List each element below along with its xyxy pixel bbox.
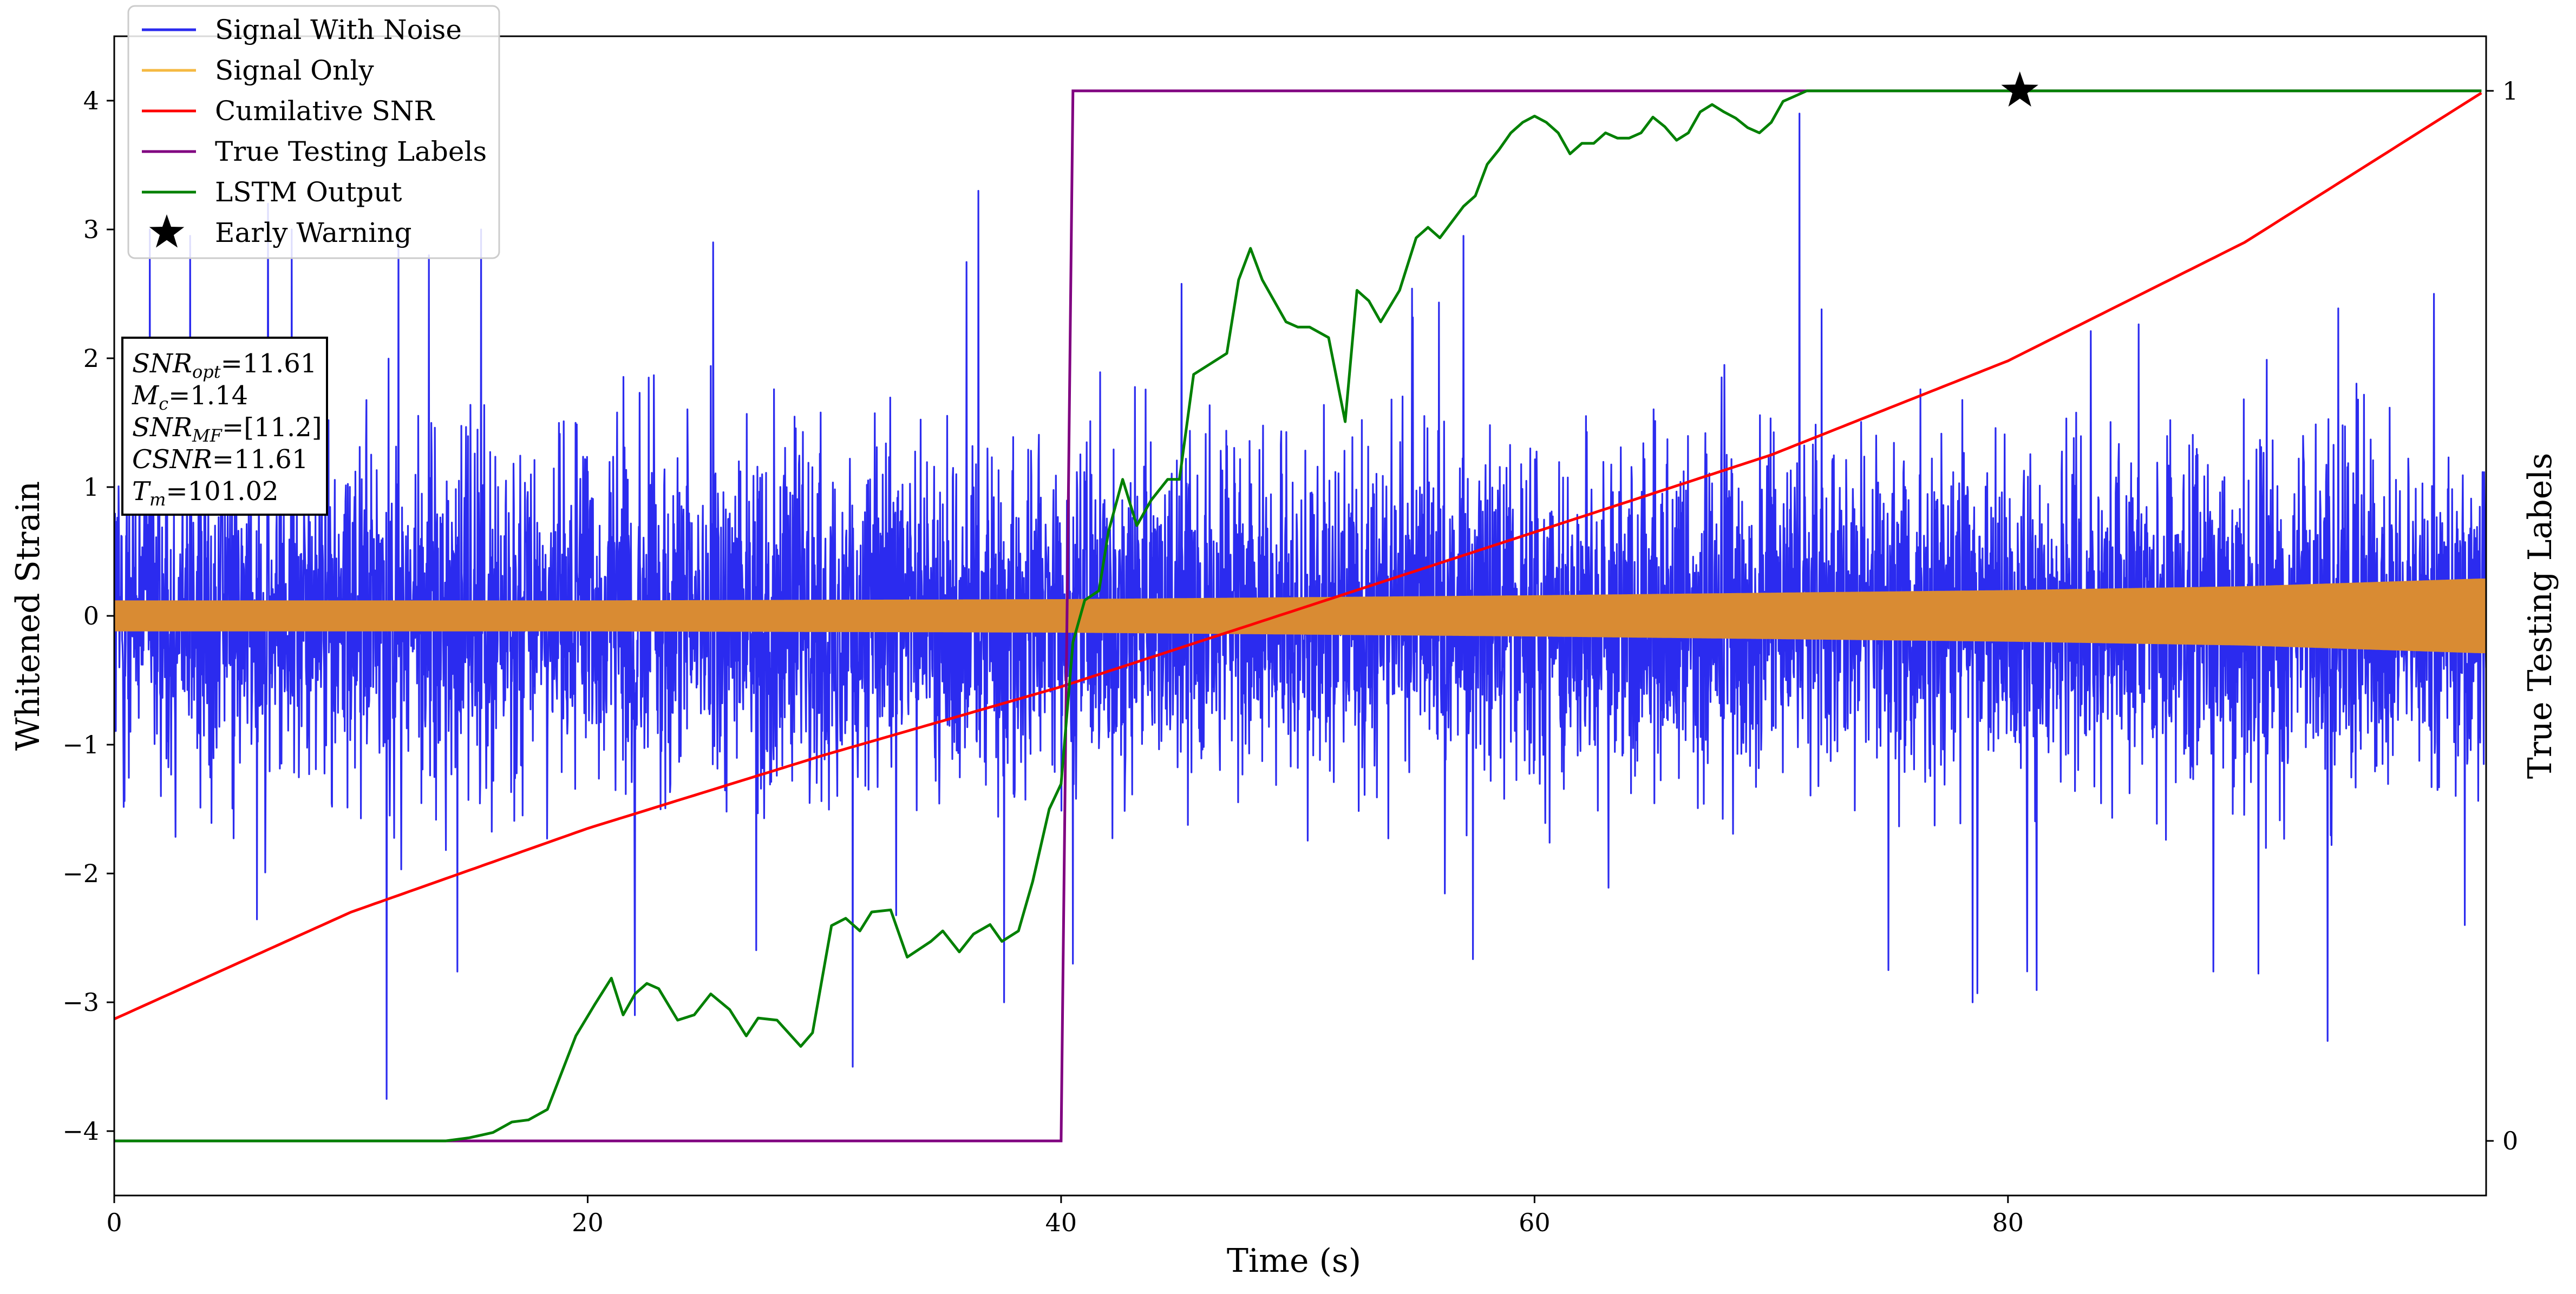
y2-tick-label: 0 (2502, 1126, 2518, 1155)
info-box-line: Tm=101.02 (132, 476, 279, 510)
info-box-line: SNRMF=[11.2] (132, 412, 322, 446)
early-warning-marker (2001, 71, 2038, 107)
y-tick-label: 0 (83, 601, 99, 630)
series-true-testing-labels (114, 89, 2482, 1142)
legend-entry-label: True Testing Labels (215, 136, 487, 167)
y2-tick-label: 1 (2502, 76, 2518, 106)
series-cumilative-snr (114, 91, 2482, 1021)
y-tick-label: 3 (83, 215, 99, 244)
x-tick-label: 20 (572, 1208, 604, 1237)
legend: Signal With Noise Signal Only Cumilative S… (127, 5, 500, 259)
info-box-line: Mc=1.14 (132, 380, 248, 414)
legend-entry-label: Early Warning (215, 217, 412, 248)
series-signal-only (114, 578, 2486, 654)
legend-entry-label: Signal With Noise (215, 14, 462, 45)
y-tick-label: −4 (62, 1116, 99, 1146)
y-tick-label: −1 (62, 730, 99, 759)
info-box-frame (121, 337, 328, 516)
x-axis-label: Time (s) (1227, 1242, 1361, 1280)
x-tick-label: 0 (106, 1208, 122, 1237)
x-axis-ticks: 0 20 40 60 80 (106, 1196, 2024, 1237)
series-lstm-output (114, 89, 2482, 1142)
legend-entry-label: Cumilative SNR (215, 95, 435, 127)
y-tick-label: 4 (83, 86, 99, 115)
y-tick-label: 2 (83, 344, 99, 373)
x-tick-label: 80 (1992, 1208, 2024, 1237)
y-tick-label: 1 (83, 472, 99, 502)
x-tick-label: 60 (1519, 1208, 1551, 1237)
y-tick-label: −3 (62, 988, 99, 1017)
series-signal-with-noise (114, 113, 2486, 1100)
series-layer (114, 89, 2486, 1142)
legend-frame (127, 5, 500, 259)
legend-entry-label: Signal Only (215, 55, 374, 86)
info-box-line: CSNR=11.61 (132, 444, 308, 475)
info-box: SNRopt=11.61Mc=1.14SNRMF=[11.2]CSNR=11.6… (121, 337, 328, 516)
y2-axis-label: True Testing Labels (2521, 453, 2559, 779)
y-axis-ticks: −4 −3 −2 −1 0 1 2 3 4 (62, 86, 114, 1146)
x-tick-label: 40 (1045, 1208, 1077, 1237)
y-axis-label: Whitened Strain (9, 481, 47, 751)
y-tick-label: −2 (62, 859, 99, 888)
legend-entry-label: LSTM Output (215, 176, 402, 208)
legend-swatch-star (149, 214, 185, 248)
info-box-line: SNRopt=11.61 (132, 349, 317, 382)
y2-axis-ticks: 01 (2486, 76, 2518, 1155)
